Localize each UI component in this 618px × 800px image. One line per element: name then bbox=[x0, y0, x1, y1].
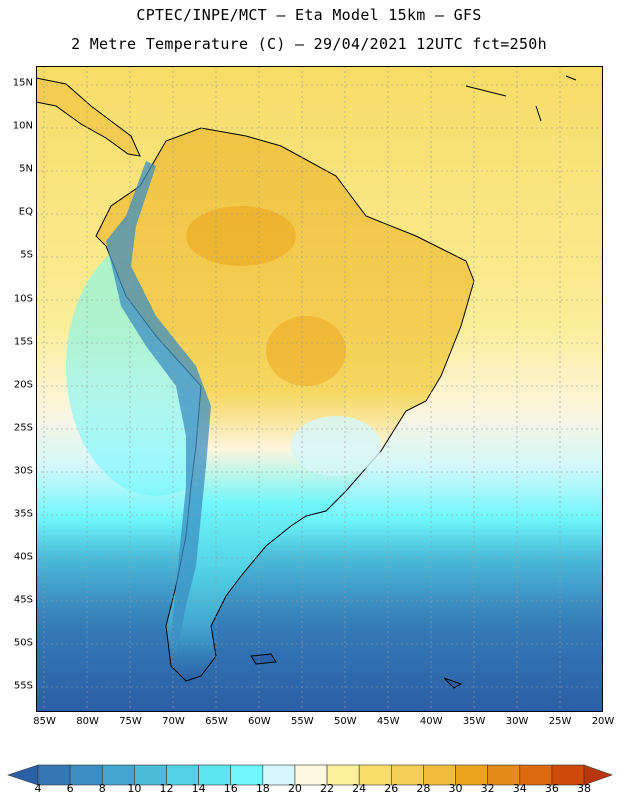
lat-tick-label: 50S bbox=[13, 637, 33, 649]
colorbar-tick-label: 10 bbox=[127, 782, 142, 795]
lat-tick-label: 20S bbox=[13, 379, 33, 391]
latitude-axis: 15N 10N 5N EQ 5S 10S 15S 20S 25S 30S 35S 40S 45S 50S 5… bbox=[0, 66, 36, 712]
colorbar-tick-label: 6 bbox=[66, 782, 74, 795]
lon-tick-label: 45W bbox=[376, 716, 400, 727]
lat-tick-label: 5N bbox=[19, 163, 33, 175]
colorbar-tick-label: 16 bbox=[223, 782, 238, 795]
lat-tick-label: 10N bbox=[12, 120, 33, 132]
colorbar-tick-label: 26 bbox=[384, 782, 399, 795]
colorbar-tick-label: 20 bbox=[287, 782, 302, 795]
colorbar-tick-label: 24 bbox=[352, 782, 367, 795]
map-border bbox=[36, 66, 603, 712]
colorbar-tick-label: 12 bbox=[159, 782, 174, 795]
colorbar-tick-label: 22 bbox=[320, 782, 335, 795]
lat-tick-label: 40S bbox=[13, 551, 33, 563]
colorbar-tick-label: 8 bbox=[98, 782, 106, 795]
lon-tick-label: 65W bbox=[205, 716, 228, 727]
colorbar-tick-label: 32 bbox=[480, 782, 495, 795]
lon-tick-label: 35W bbox=[462, 716, 486, 727]
colorbar-tick-label: 18 bbox=[255, 782, 270, 795]
central-warm-spot bbox=[266, 316, 346, 386]
lon-tick-label: 60W bbox=[248, 716, 271, 727]
lon-tick-label: 80W bbox=[76, 716, 99, 727]
colorbar-high-arrow bbox=[583, 764, 613, 786]
colorbar-tick-label: 38 bbox=[577, 782, 591, 795]
lon-tick-label: 20W bbox=[591, 716, 615, 727]
lon-tick-label: 25W bbox=[548, 716, 572, 727]
temperature-map bbox=[36, 66, 603, 712]
temperature-colorbar bbox=[7, 764, 613, 786]
lat-tick-label: 25S bbox=[13, 422, 33, 434]
caribbean-islands bbox=[465, 75, 577, 122]
falkland-islands bbox=[250, 653, 277, 665]
colorbar-tick-label: 14 bbox=[191, 782, 206, 795]
map-subtitle: 2 Metre Temperature (C) – 29/04/2021 12U… bbox=[71, 35, 547, 53]
colorbar-tick-label: 4 bbox=[34, 782, 42, 795]
lat-tick-label: 10S bbox=[13, 293, 33, 305]
lat-tick-label: 45S bbox=[13, 594, 33, 606]
southern-brazil-cool-spot bbox=[291, 416, 381, 476]
lat-tick-label: EQ bbox=[18, 206, 33, 218]
longitude-axis: 85W 80W 75W 70W 65W 60W 55W 50W 45W 40W 35W 30W 25W 2… bbox=[33, 712, 614, 732]
lon-tick-label: 30W bbox=[505, 716, 529, 727]
colorbar-tick-labels: 4 6 8 10 12 14 16 18 20 22 24 26 28 30 32 34 36 38 bbox=[0, 782, 618, 798]
lon-tick-label: 55W bbox=[291, 716, 314, 727]
amazon-warm-spot bbox=[186, 206, 296, 266]
lat-tick-label: 55S bbox=[13, 680, 33, 692]
map-title: CPTEC/INPE/MCT – Eta Model 15km – GFS bbox=[136, 6, 482, 24]
lon-tick-label: 75W bbox=[119, 716, 142, 727]
lon-tick-label: 85W bbox=[33, 716, 56, 727]
andes-cold-ridge bbox=[106, 161, 211, 656]
colorbar-tick-label: 30 bbox=[448, 782, 463, 795]
colorbar-tick-label: 28 bbox=[416, 782, 431, 795]
colorbar-tick-label: 34 bbox=[512, 782, 527, 795]
colorbar-tick-label: 36 bbox=[544, 782, 559, 795]
lat-tick-label: 5S bbox=[20, 249, 33, 261]
lon-tick-label: 40W bbox=[419, 716, 443, 727]
lat-tick-label: 30S bbox=[13, 465, 33, 477]
lon-tick-label: 50W bbox=[333, 716, 357, 727]
lon-tick-label: 70W bbox=[162, 716, 185, 727]
lat-tick-label: 15N bbox=[12, 77, 33, 89]
south-georgia bbox=[443, 677, 463, 689]
lat-tick-label: 35S bbox=[13, 508, 33, 520]
lat-tick-label: 15S bbox=[13, 336, 33, 348]
